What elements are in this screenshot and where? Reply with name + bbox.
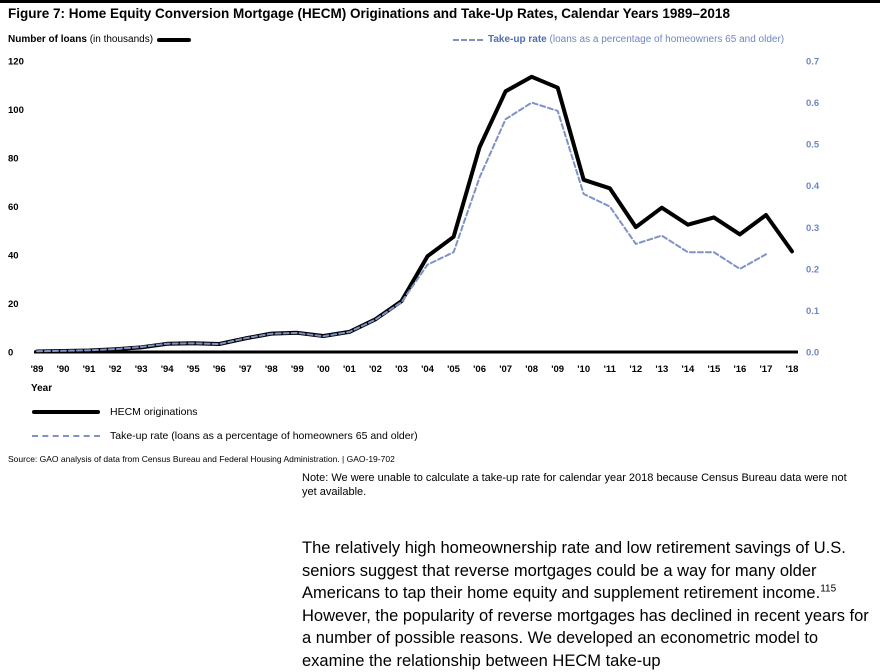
- right-axis-ticks: 0.0 0.1 0.2 0.3 0.4 0.5 0.6 0.7: [806, 57, 820, 359]
- x-tick-label: '05: [447, 364, 461, 375]
- x-tick-label: '93: [135, 364, 148, 375]
- x-tick-label: '08: [525, 364, 538, 375]
- right-tick-label: 0.4: [806, 181, 820, 192]
- left-axis-swatch: [157, 37, 192, 42]
- x-tick-label: '89: [31, 364, 44, 375]
- x-tick-label: '92: [109, 364, 122, 375]
- left-tick-label: 120: [8, 57, 24, 68]
- left-axis-ticks: 0 20 40 60 80 100 120: [8, 57, 24, 359]
- x-tick-label: '16: [734, 364, 747, 375]
- right-tick-label: 0.3: [806, 223, 819, 234]
- left-tick-label: 20: [8, 299, 19, 310]
- legend-label-take-up: Take-up rate (loans as a percentage of h…: [110, 430, 418, 442]
- left-axis-title: Number of loans (in thousands): [8, 34, 192, 45]
- right-axis-title: Take-up rate (loans as a percentage of h…: [453, 34, 784, 45]
- x-tick-label: '18: [786, 364, 799, 375]
- x-tick-label: '15: [707, 364, 721, 375]
- x-tick-label: '01: [343, 364, 357, 375]
- x-tick-label: '00: [317, 364, 330, 375]
- right-tick-label: 0.0: [806, 348, 819, 359]
- right-tick-label: 0.6: [806, 98, 819, 109]
- left-axis-title-text: Number of loans: [8, 34, 87, 45]
- left-tick-label: 60: [8, 202, 19, 213]
- x-tick-label: '07: [499, 364, 512, 375]
- body-paragraph: The relatively high homeownership rate a…: [302, 537, 880, 672]
- x-tick-label: '97: [239, 364, 252, 375]
- left-tick-label: 100: [8, 105, 24, 116]
- body-part-1: The relatively high homeownership rate a…: [302, 539, 846, 602]
- source-line: Source: GAO analysis of data from Census…: [8, 454, 395, 464]
- footnote-ref: 115: [820, 583, 837, 595]
- hecm-chart: 0 20 40 60 80 100 120 0.0 0.1 0.2 0.3 0.4 0.5 0.6 0.7…: [8, 57, 820, 376]
- x-tick-label: '12: [629, 364, 642, 375]
- x-tick-label: '90: [57, 364, 70, 375]
- x-tick-label: '06: [473, 364, 486, 375]
- left-tick-label: 40: [8, 251, 19, 262]
- legend-item-originations: HECM originations: [32, 406, 198, 418]
- legend-item-take-up: Take-up rate (loans as a percentage of h…: [32, 430, 418, 442]
- right-tick-label: 0.5: [806, 140, 820, 151]
- legend-swatch-dashed: [32, 435, 100, 437]
- series-line-originations: [35, 74, 794, 354]
- x-tick-label: '11: [604, 364, 617, 375]
- x-tick-label: '17: [760, 364, 773, 375]
- right-axis-swatch: [453, 38, 483, 41]
- x-axis-label: Year: [31, 383, 53, 394]
- right-tick-label: 0.1: [806, 306, 820, 317]
- note-text: Note: We were unable to calculate a take…: [302, 472, 847, 498]
- right-axis-unit: (loans as a percentage of homeowners 65 …: [549, 34, 785, 45]
- body-part-2: However, the popularity of reverse mortg…: [302, 606, 869, 670]
- left-tick-label: 80: [8, 154, 19, 165]
- x-tick-label: '04: [421, 364, 435, 375]
- right-tick-label: 0.7: [806, 57, 819, 68]
- x-tick-label: '13: [655, 364, 668, 375]
- left-axis-unit: (in thousands): [89, 34, 154, 45]
- left-tick-label: 0: [8, 348, 13, 359]
- x-tick-label: '02: [369, 364, 382, 375]
- x-tick-label: '14: [681, 364, 695, 375]
- figure-title: Figure 7: Home Equity Conversion Mortgag…: [8, 6, 730, 21]
- series-line-take-up: [36, 101, 767, 353]
- x-tick-label: '03: [395, 364, 408, 375]
- chart-series: [35, 74, 794, 354]
- x-tick-label: '09: [551, 364, 564, 375]
- x-axis-ticks: '89 '90 '91 '92 '93 '94 '95 '96 '97 '98 '99 '00 '01 '…: [31, 364, 799, 375]
- right-tick-label: 0.2: [806, 264, 819, 275]
- x-tick-label: '95: [187, 364, 201, 375]
- x-tick-label: '94: [161, 364, 175, 375]
- right-axis-title-text: Take-up rate: [488, 34, 547, 45]
- x-tick-label: '10: [577, 364, 590, 375]
- top-rule: [0, 0, 880, 3]
- legend-swatch-solid: [32, 410, 100, 414]
- x-tick-label: '99: [291, 364, 304, 375]
- legend-label-originations: HECM originations: [110, 406, 198, 418]
- x-tick-label: '98: [265, 364, 278, 375]
- x-tick-label: '96: [213, 364, 226, 375]
- x-tick-label: '91: [83, 364, 97, 375]
